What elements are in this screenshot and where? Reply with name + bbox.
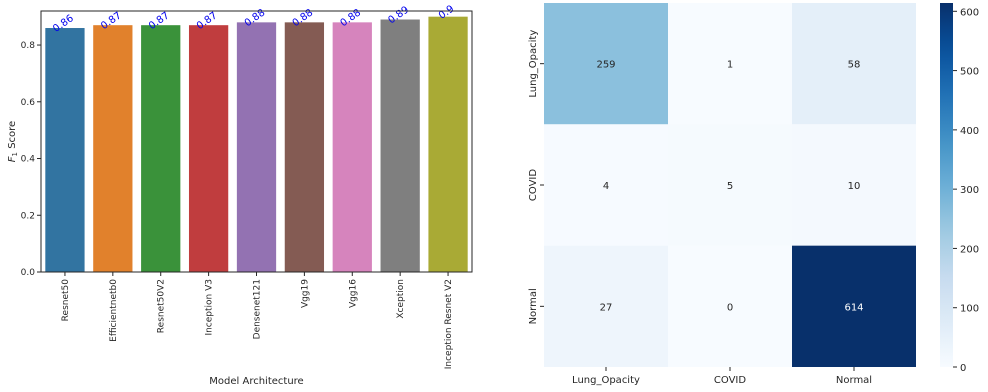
x-tick-label: Xception bbox=[396, 279, 406, 319]
heatmap-cell-value: 1 bbox=[727, 60, 733, 71]
heatmap-cell-value: 10 bbox=[848, 181, 861, 192]
colorbar-tick-label: 0 bbox=[960, 363, 966, 374]
heatmap-cell-value: 58 bbox=[848, 60, 861, 71]
y-axis-ticks: 0.0 0.2 0.4 0.6 0.8 bbox=[21, 41, 41, 278]
heatmap-cell-value: 27 bbox=[600, 302, 613, 313]
y-tick-label: 0.0 bbox=[21, 268, 36, 278]
heatmap-cell bbox=[668, 245, 792, 367]
x-tick-label: Vgg19 bbox=[300, 279, 310, 308]
row-tick-label: COVID bbox=[528, 169, 539, 201]
bar bbox=[332, 22, 372, 273]
colorbar-gradient bbox=[940, 3, 953, 367]
x-tick-label: Resnet50V2 bbox=[157, 279, 167, 333]
colorbar-tick-label: 600 bbox=[960, 7, 979, 18]
colorbar-tick-label: 100 bbox=[960, 304, 979, 315]
heatmap: 259 1 58 4 5 10 27 0 614 Lung_Opacity COVID Normal… bbox=[528, 3, 916, 386]
row-tick-label: Lung_Opacity bbox=[528, 30, 539, 98]
heatmap-cell bbox=[792, 124, 916, 246]
x-tick-label: Inception V3 bbox=[205, 279, 215, 336]
x-axis-label: Model Architecture bbox=[209, 376, 303, 387]
bar-marks bbox=[45, 16, 468, 273]
heatmap-cells bbox=[544, 3, 916, 367]
heatmap-col-ticks: Lung_Opacity COVID Normal bbox=[572, 367, 872, 386]
heatmap-cell-value: 0 bbox=[727, 302, 733, 313]
y-axis-label-rest: Score bbox=[7, 121, 18, 152]
y-axis-label-sub: 1 bbox=[11, 152, 19, 156]
bar bbox=[93, 25, 133, 272]
heatmap-cell bbox=[544, 124, 668, 246]
bar bbox=[428, 16, 468, 272]
x-tick-label: Densenet121 bbox=[253, 279, 263, 339]
heatmap-cell bbox=[792, 245, 916, 367]
x-axis-ticks: Resnet50 Efficientnetb0 Resnet50V2 Inceptio… bbox=[61, 272, 454, 369]
heatmap-cell-value: 614 bbox=[844, 302, 863, 313]
bar bbox=[141, 25, 181, 272]
heatmap-cell bbox=[544, 3, 668, 125]
y-tick-label: 0.4 bbox=[21, 155, 36, 165]
colorbar-tick-label: 400 bbox=[960, 126, 979, 137]
bar-chart: 0.86 0.87 0.87 0.87 0.88 0.88 0.88 0.89 0.9 0.00… bbox=[7, 4, 473, 387]
heatmap-cell-value: 4 bbox=[603, 181, 609, 192]
colorbar-tick-label: 500 bbox=[960, 67, 979, 78]
colorbar-ticks: 0 100 200 300 400 500 600 bbox=[953, 7, 979, 374]
y-axis-label: F1 Score bbox=[7, 121, 19, 162]
heatmap-cell bbox=[668, 3, 792, 125]
heatmap-row-ticks: Lung_Opacity COVID Normal bbox=[528, 30, 544, 324]
bar bbox=[380, 19, 420, 273]
y-axis-label-main: F bbox=[7, 156, 18, 162]
y-tick-label: 0.2 bbox=[21, 211, 35, 221]
x-tick-label: Vgg16 bbox=[348, 279, 358, 308]
colorbar-tick-label: 300 bbox=[960, 185, 979, 196]
heatmap-cell-value: 259 bbox=[596, 60, 615, 71]
row-tick-label: Normal bbox=[528, 288, 539, 324]
bar bbox=[284, 22, 325, 273]
heatmap-cell bbox=[544, 245, 668, 367]
bar bbox=[236, 22, 277, 273]
bar bbox=[45, 28, 85, 272]
heatmap-cell bbox=[668, 124, 792, 246]
y-tick-label: 0.8 bbox=[21, 41, 36, 51]
colorbar-tick-label: 200 bbox=[960, 244, 979, 255]
colorbar: 0 100 200 300 400 500 600 bbox=[940, 3, 979, 374]
col-tick-label: Lung_Opacity bbox=[572, 375, 640, 386]
heatmap-cell-labels: 259 1 58 4 5 10 27 0 614 bbox=[596, 60, 863, 314]
heatmap-cell-value: 5 bbox=[727, 181, 733, 192]
x-tick-label: Efficientnetb0 bbox=[109, 279, 119, 342]
col-tick-label: COVID bbox=[714, 375, 746, 386]
bar bbox=[188, 25, 229, 272]
plot-frame bbox=[40, 10, 473, 273]
y-tick-label: 0.6 bbox=[21, 98, 36, 108]
heatmap-cell bbox=[792, 3, 916, 125]
x-tick-label: Inception Resnet V2 bbox=[444, 279, 454, 369]
col-tick-label: Normal bbox=[836, 375, 872, 386]
x-tick-label: Resnet50 bbox=[61, 279, 71, 322]
